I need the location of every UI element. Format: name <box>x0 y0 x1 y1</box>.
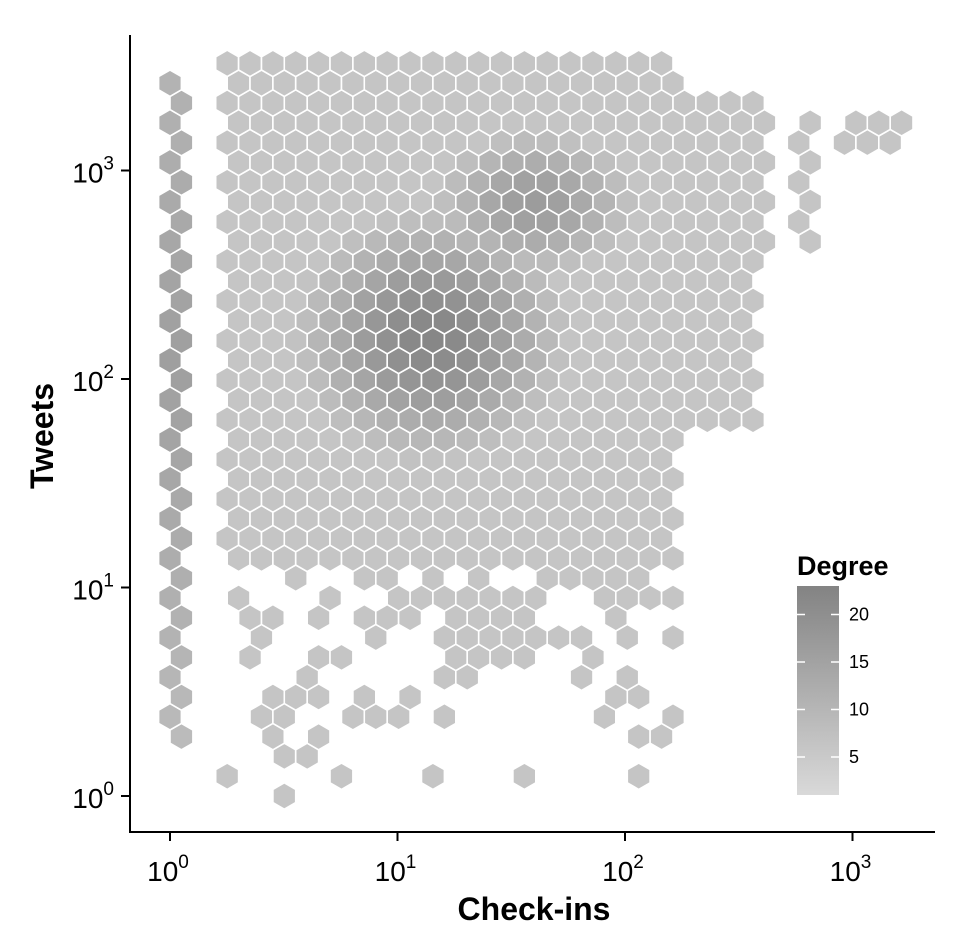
hex-cell <box>306 722 331 751</box>
hex-cell <box>717 88 743 118</box>
hex-cell <box>317 583 343 613</box>
hex-cell <box>237 49 263 78</box>
x-axis-ticks: 100 101 102 103 <box>147 832 871 887</box>
hex-cell <box>512 762 537 791</box>
y-tick-label: 102 <box>72 362 114 397</box>
legend-title: Degree <box>797 551 889 581</box>
hex-cell <box>157 69 183 98</box>
hex-cell <box>626 722 651 751</box>
x-tick-label: 102 <box>602 852 644 887</box>
y-tick-label: 101 <box>72 571 114 606</box>
hex-cell <box>397 49 423 78</box>
hex-cell <box>500 583 526 613</box>
legend-ticks: 5 10 15 20 <box>797 605 869 767</box>
x-tick-label: 103 <box>830 852 872 887</box>
hex-cell <box>580 49 606 78</box>
hex-cell <box>260 603 286 632</box>
hex-cell <box>626 762 651 791</box>
hex-cell <box>660 623 686 652</box>
hex-cell <box>329 762 354 791</box>
legend-tick-label: 5 <box>849 747 859 767</box>
hex-cell <box>260 49 286 78</box>
y-tick-label: 100 <box>72 779 114 814</box>
hex-cell <box>329 49 354 78</box>
hex-cell <box>695 88 720 118</box>
legend-tick-label: 10 <box>849 700 869 720</box>
hex-cell <box>557 49 583 78</box>
y-axis-ticks: 100 101 102 103 <box>72 154 130 814</box>
x-tick-label: 100 <box>147 852 189 887</box>
hex-cell <box>443 49 469 78</box>
hex-cell <box>626 49 651 78</box>
legend-tick-label: 20 <box>849 605 869 625</box>
hex-cell <box>352 49 377 78</box>
hex-cell <box>649 49 674 78</box>
hexbin-cells <box>157 49 914 811</box>
hex-cell <box>614 663 640 692</box>
hex-cell <box>306 49 331 78</box>
hex-cell <box>660 702 686 731</box>
hex-cell <box>260 682 286 712</box>
hex-cell <box>489 49 514 78</box>
y-axis-title: Tweets <box>24 383 60 489</box>
hex-cell <box>843 108 869 137</box>
hex-cell <box>797 108 823 137</box>
hex-cell <box>534 49 560 78</box>
hex-cell <box>329 643 354 672</box>
hex-cell <box>466 49 491 78</box>
hex-cell <box>546 623 571 652</box>
hex-cell <box>397 682 423 712</box>
hex-cell <box>740 88 766 118</box>
hex-cell <box>272 781 297 811</box>
x-axis-title: Check-ins <box>458 891 611 927</box>
hex-cell <box>283 49 309 78</box>
legend-tick-label: 15 <box>849 652 869 672</box>
hex-cell <box>866 108 892 137</box>
legend-colorbar <box>797 586 839 795</box>
hex-cell <box>432 702 457 731</box>
hex-cell <box>214 49 240 78</box>
hex-cell <box>352 682 377 712</box>
y-tick-label: 103 <box>72 154 114 189</box>
hex-cell <box>420 49 446 78</box>
hex-cell <box>660 583 686 613</box>
hex-cell <box>569 623 594 652</box>
hex-cell <box>214 762 240 791</box>
hex-cell <box>889 108 914 137</box>
hex-cell <box>512 49 537 78</box>
hex-cell <box>226 583 251 613</box>
hex-cell <box>420 762 446 791</box>
x-tick-label: 101 <box>375 852 417 887</box>
hex-cell <box>603 49 629 78</box>
hex-cell <box>374 49 400 78</box>
legend: Degree 5 10 15 20 <box>797 551 889 795</box>
hex-cell <box>352 603 377 632</box>
hex-cell <box>306 643 331 672</box>
